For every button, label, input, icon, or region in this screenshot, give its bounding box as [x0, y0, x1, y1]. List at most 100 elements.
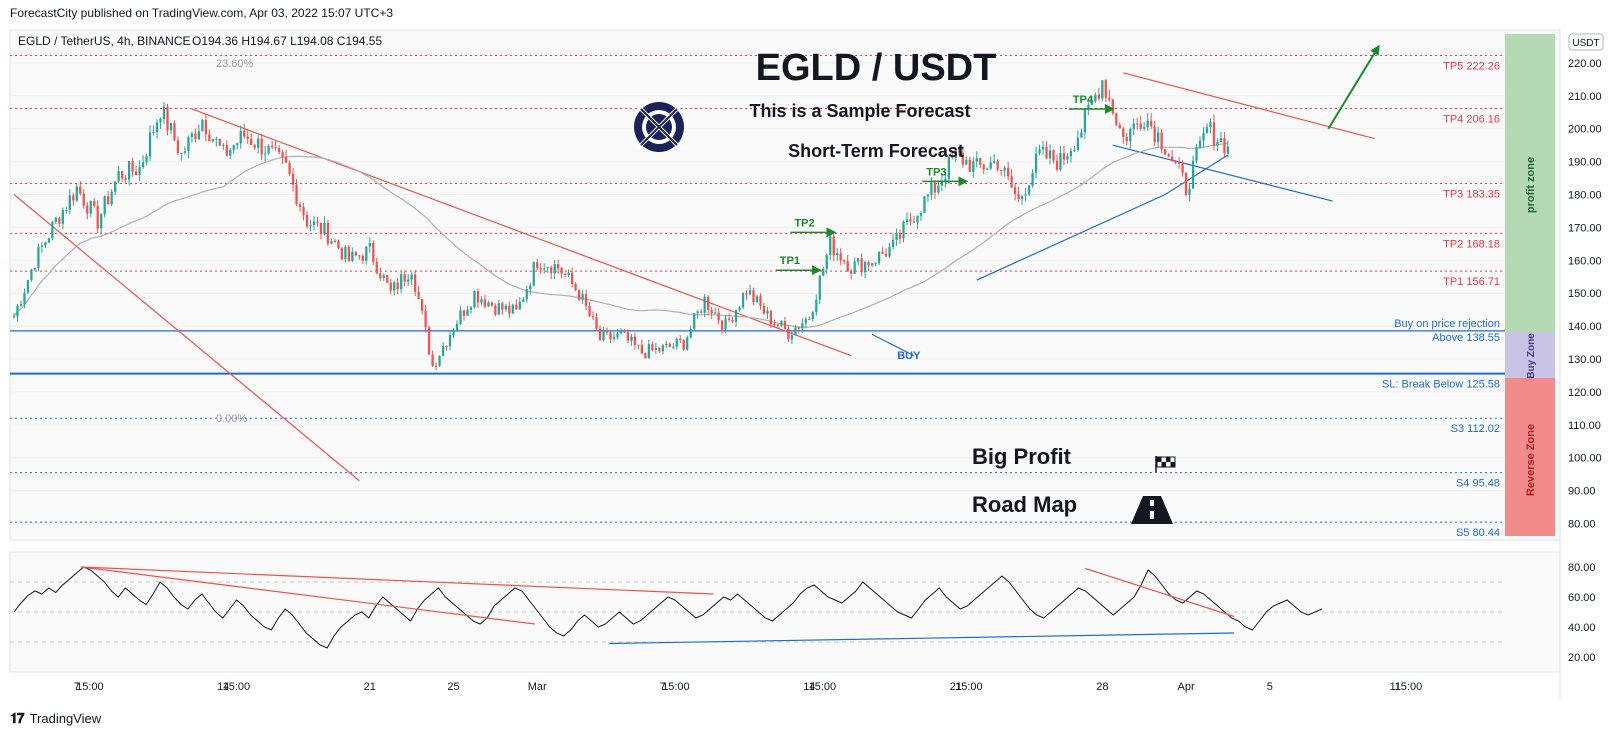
time-tick-label: Mar	[528, 681, 547, 693]
candle-body	[1129, 128, 1132, 142]
time-tick-label: 28	[1096, 681, 1108, 693]
candle-body	[954, 148, 957, 158]
candle-body	[86, 205, 89, 214]
candle-body	[965, 159, 968, 165]
price-axis[interactable]: 80.00 90.00 100.00 110.00 120.00 130.00 140.00…	[1559, 30, 1602, 700]
candle-body	[1153, 126, 1156, 142]
moving-average-line	[13, 142, 1229, 328]
candle-body	[253, 145, 256, 148]
candle-body	[905, 219, 909, 223]
candle-body	[298, 204, 302, 207]
gridlines	[10, 62, 1505, 525]
candle-body	[333, 241, 337, 243]
candle-body	[881, 251, 884, 254]
candle-body	[250, 138, 253, 146]
candle-body	[1080, 132, 1083, 138]
candle-body	[700, 311, 703, 313]
target-annotation: TP3	[926, 166, 946, 178]
candle-body	[986, 168, 989, 170]
candle-body	[393, 282, 396, 291]
candle-body	[623, 331, 626, 333]
candle-body	[675, 338, 678, 347]
candle-body	[790, 335, 794, 340]
candle-body	[44, 242, 47, 246]
candle-body	[888, 246, 891, 257]
candle-body	[12, 316, 16, 318]
candle-body	[689, 328, 692, 338]
target-annotation: TP4	[1073, 94, 1094, 106]
candle-body	[89, 201, 92, 214]
candle-body	[630, 336, 633, 341]
candle-body	[679, 338, 682, 341]
candle-body	[895, 233, 898, 240]
currency-badge[interactable]	[1568, 33, 1604, 51]
candle-body	[368, 243, 371, 247]
candle-body	[40, 245, 44, 247]
candle-body	[1017, 193, 1020, 199]
candle-body	[993, 161, 996, 163]
elrond-logo-icon	[634, 102, 684, 152]
candle-body	[326, 222, 330, 244]
candle-body	[1143, 127, 1146, 129]
candle-body	[358, 255, 361, 257]
candle-body	[389, 282, 392, 291]
channel-upper-trendline	[191, 108, 852, 357]
candle-body	[1191, 160, 1195, 189]
candle-body	[288, 162, 291, 174]
candle-body	[103, 196, 106, 215]
candle-body	[302, 206, 305, 215]
candle-body	[616, 333, 619, 338]
time-tick-label: 15:00	[76, 681, 104, 693]
candle-body	[382, 275, 385, 279]
candle-body	[180, 152, 183, 154]
candle-body	[707, 296, 710, 310]
symbol-label: EGLD / TetherUS, 4h, BINANCE	[18, 34, 191, 48]
candle-body	[330, 241, 333, 244]
candle-body	[431, 354, 434, 366]
candle-body	[26, 279, 30, 293]
candle-body	[902, 222, 905, 239]
candle-body	[609, 332, 612, 339]
level-label: Buy on price rejection	[1394, 318, 1500, 330]
candle-body	[222, 144, 225, 146]
candle-body	[239, 130, 242, 144]
candle-body	[427, 327, 431, 355]
price-tick-label: 90.00	[1568, 486, 1596, 498]
tradingview-logo-icon[interactable]: 𝟏𝟕	[10, 710, 25, 726]
candle-body	[127, 161, 131, 180]
candle-body	[633, 336, 637, 345]
candle-body	[1083, 109, 1087, 133]
candle-body	[508, 305, 511, 314]
price-tick-label: 120.00	[1568, 387, 1602, 399]
footer: 𝟏𝟕 TradingView	[10, 710, 101, 727]
moving-average	[13, 142, 1229, 328]
candle-body	[745, 293, 748, 295]
candle-body	[1184, 172, 1188, 195]
candle-body	[134, 171, 138, 176]
candle-body	[968, 159, 971, 172]
candle-body	[407, 279, 410, 282]
candle-body	[152, 132, 155, 134]
candle-body	[375, 261, 378, 274]
candle-body	[340, 248, 344, 260]
candle-body	[752, 290, 755, 303]
candle-body	[909, 219, 912, 222]
candle-body	[714, 312, 717, 314]
candle-body	[640, 344, 644, 354]
candle-body	[1034, 153, 1038, 174]
candle-body	[1031, 173, 1034, 186]
candle-body	[665, 343, 668, 346]
price-tick-label: 130.00	[1568, 354, 1602, 366]
candle-body	[741, 293, 745, 308]
candle-body	[1003, 167, 1006, 171]
wedge-upper-trendline	[1123, 72, 1375, 140]
candle-body	[1136, 123, 1139, 125]
candle-body	[1125, 137, 1128, 142]
candle-body	[647, 344, 650, 359]
price-tick-label: 100.00	[1568, 453, 1602, 465]
candle-body	[260, 138, 263, 155]
reverse-zone-label: Reverse Zone	[1525, 424, 1537, 496]
candle-body	[351, 251, 354, 262]
